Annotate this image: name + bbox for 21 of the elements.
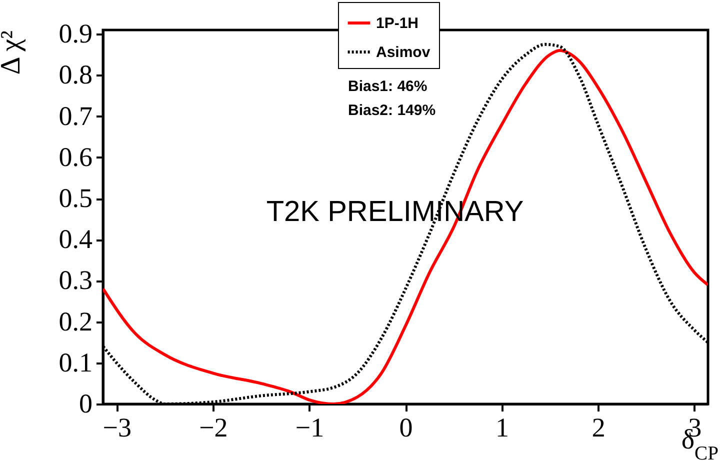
y-tick-label: 0 [79,388,92,418]
annotation: Bias1: 46% [348,78,428,95]
x-tick-label: 0 [399,412,413,442]
legend-label: 1P-1H [376,15,419,32]
x-tick-label: 2 [592,412,606,442]
y-tick-label: 0.9 [58,18,92,49]
y-tick-label: 0.2 [58,306,92,336]
y-tick-label: 0.3 [58,265,92,296]
y-tick-label: 0.1 [58,347,92,378]
y-tick-label: 0.4 [58,224,93,254]
y-axis-title: Δ χ² [0,30,26,75]
y-tick-label: 0.6 [58,142,92,172]
legend-label: Asimov [376,44,431,61]
x-tick-label: −3 [102,412,132,442]
x-tick-label: −1 [295,412,324,442]
x-tick-label: −2 [199,412,228,442]
y-tick-label: 0.5 [58,183,92,214]
y-tick-label: 0.8 [58,60,92,90]
y-tick-label: 0.7 [58,100,92,131]
x-tick-label: 1 [496,412,510,442]
annotation: Bias2: 149% [348,102,436,119]
